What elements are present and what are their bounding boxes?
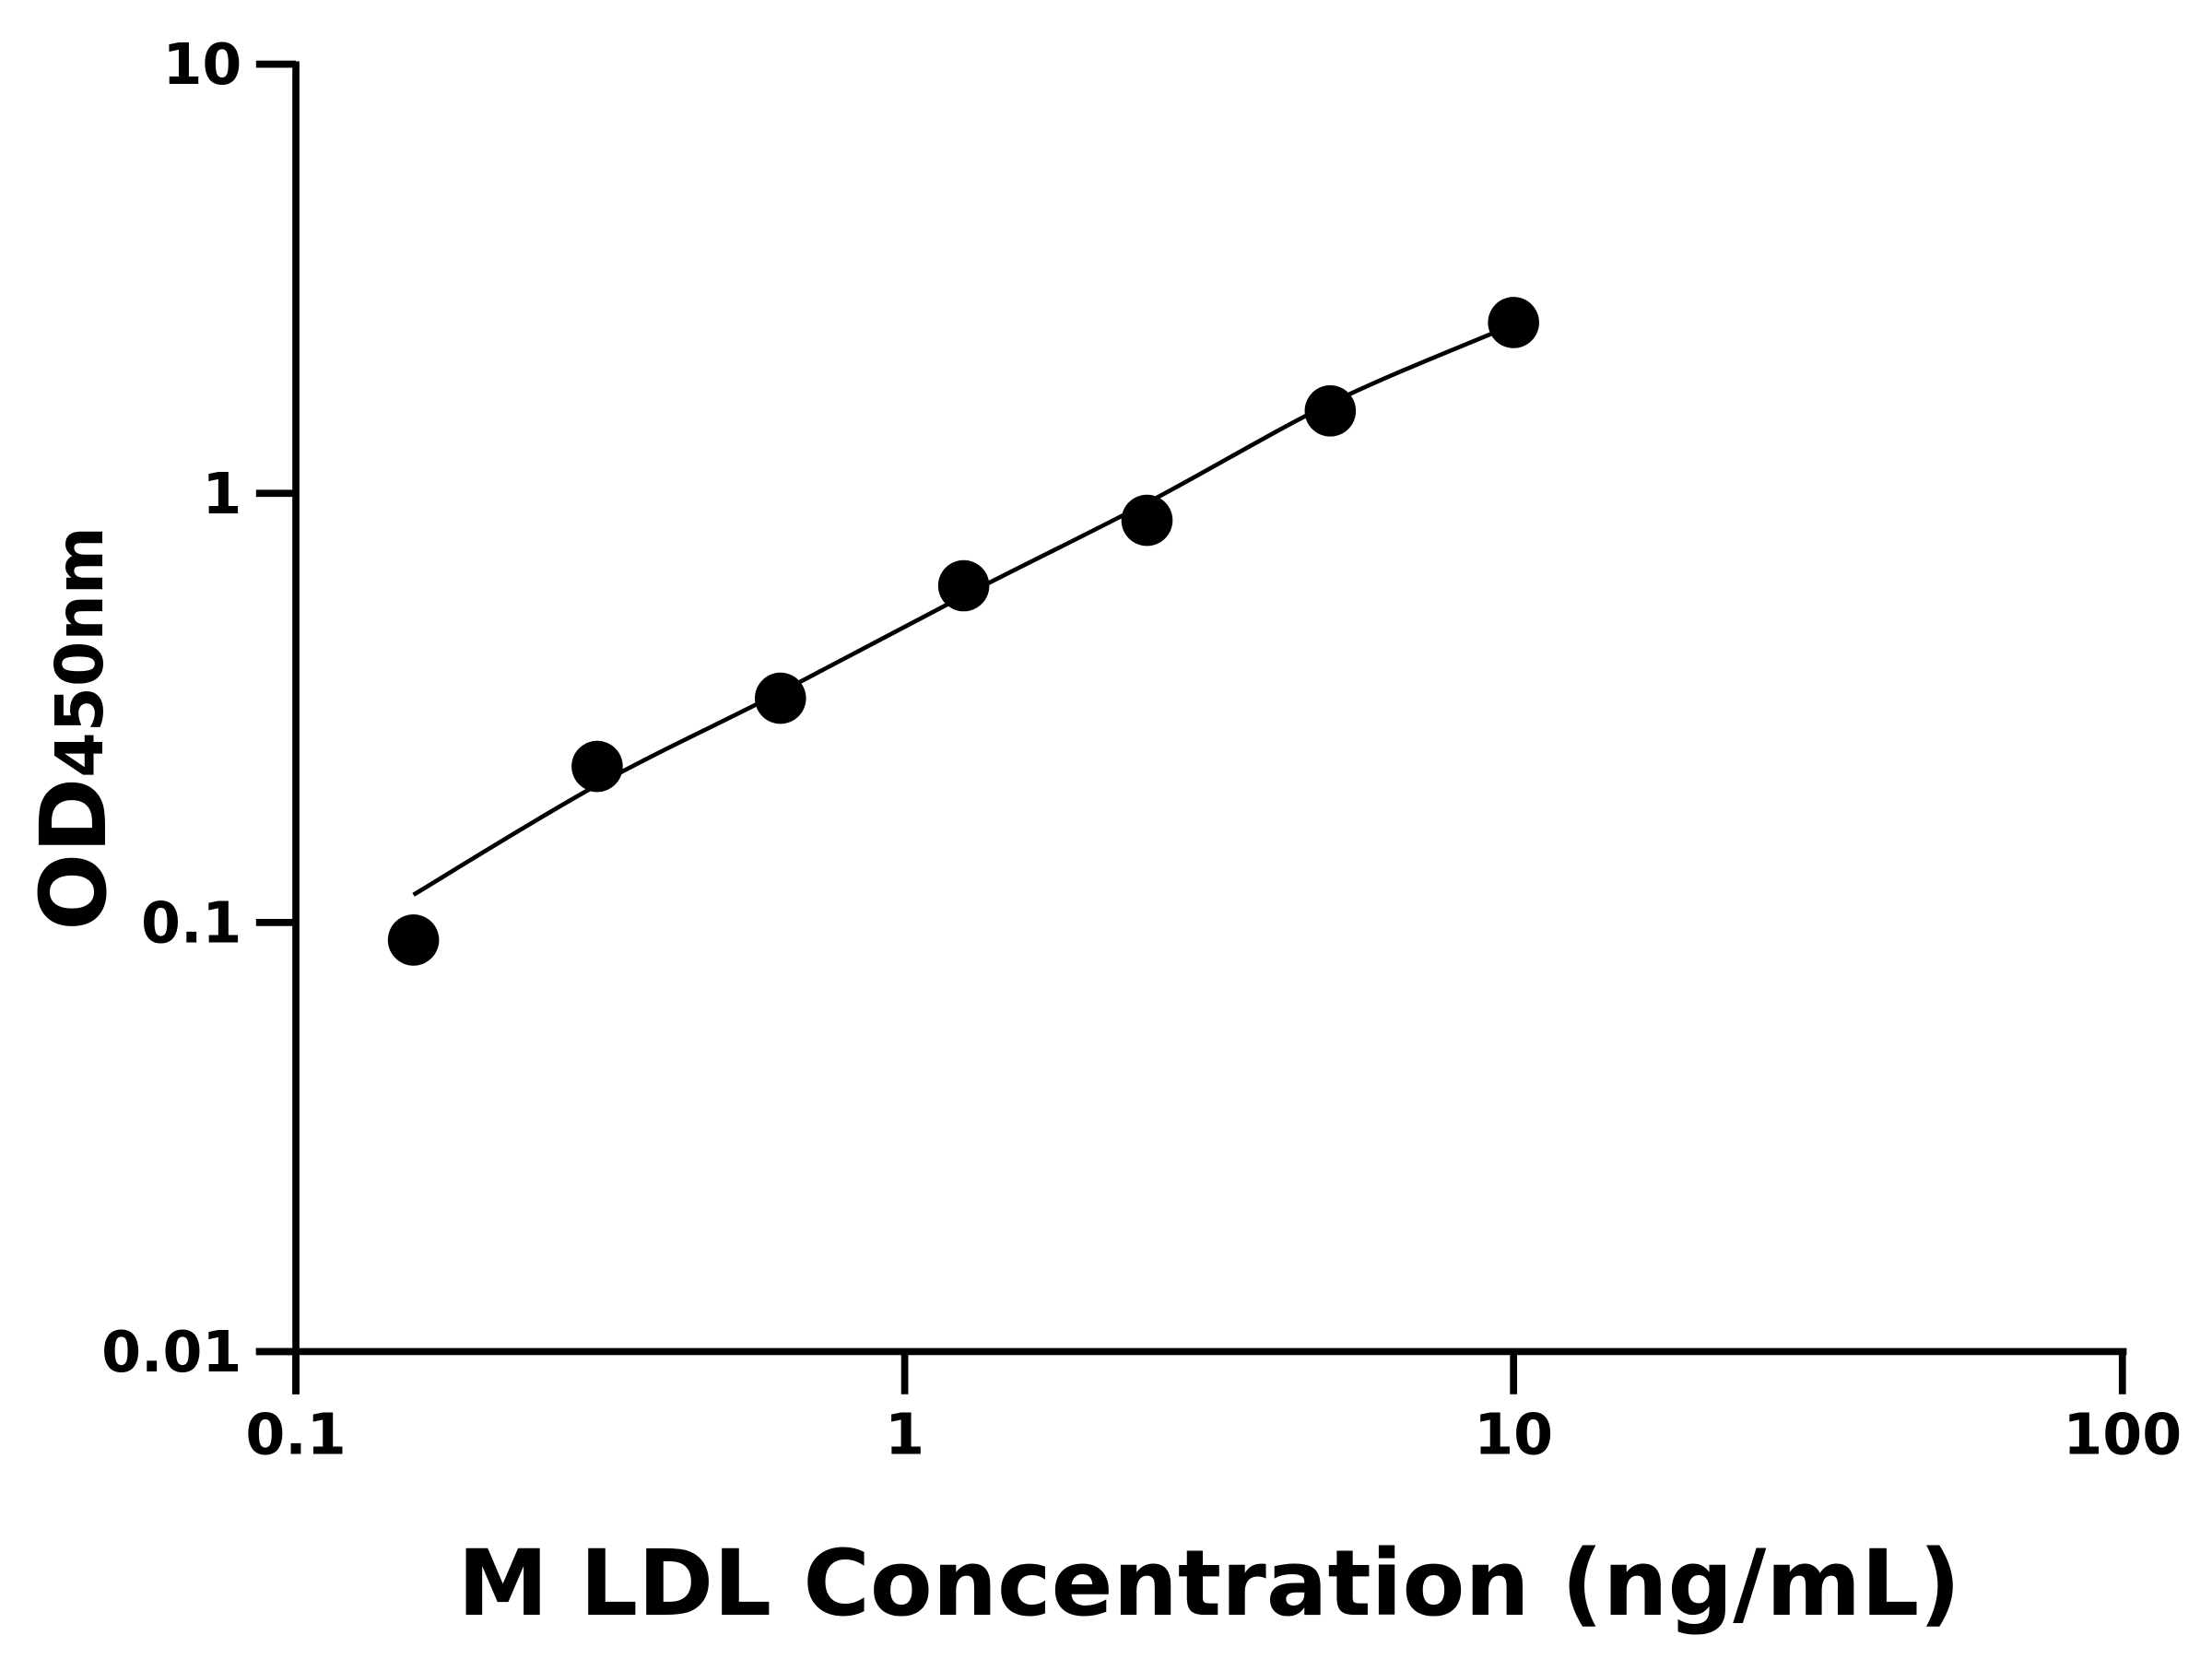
y-tick-label: 0.01 [101, 1319, 241, 1385]
y-tick-label: 10 [162, 31, 241, 98]
data-point [1304, 385, 1357, 437]
x-tick-label: 1 [885, 1402, 924, 1468]
data-point [754, 672, 806, 724]
data-point [387, 914, 440, 966]
y-axis-label: OD450nm [21, 526, 127, 931]
y-axis-label-main: OD [21, 778, 127, 931]
x-tick-label: 10 [1474, 1402, 1553, 1468]
data-point [937, 559, 990, 612]
y-tick-label: 1 [202, 461, 241, 527]
data-point [571, 740, 623, 793]
x-tick-label: 100 [2063, 1402, 2182, 1468]
data-point [1488, 297, 1539, 348]
axes [255, 61, 2127, 1394]
data-point [1121, 494, 1173, 547]
y-axis-label-subscript: 450nm [41, 526, 118, 778]
y-tick-label: 0.1 [141, 889, 241, 956]
x-axis-label: M LDL Concentration (ng/mL) [457, 1531, 1960, 1637]
x-tick-label: 0.1 [245, 1402, 346, 1468]
